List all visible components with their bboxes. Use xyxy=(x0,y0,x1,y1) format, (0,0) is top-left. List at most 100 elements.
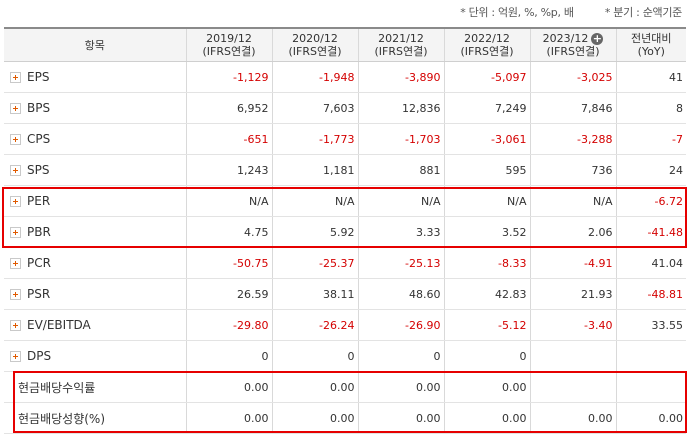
table-row: DPS 0 0 0 0 xyxy=(4,340,686,372)
row-label-cell[interactable]: PSR xyxy=(4,278,186,310)
value-cell: 42.83 xyxy=(443,278,530,310)
row-label-cell: 현금배당수익률 xyxy=(4,371,186,403)
row-label-cell[interactable]: CPS xyxy=(4,123,186,155)
row-label: PER xyxy=(27,194,51,208)
value-cell: 0 xyxy=(443,340,530,372)
row-label-cell[interactable]: SPS xyxy=(4,154,186,186)
unit-notes: * 단위 : 억원, %, %p, 배 * 분기 : 순액기준 xyxy=(432,4,682,20)
value-cell: 3.52 xyxy=(443,216,530,248)
value-cell: -29.80 xyxy=(185,309,272,341)
value-cell: -25.13 xyxy=(357,247,444,279)
value-cell: 736 xyxy=(529,154,616,186)
yoy-cell: -41.48 xyxy=(615,216,686,248)
yoy-cell: -7 xyxy=(615,123,686,155)
period-header-2022: 2022/12 (IFRS연결) xyxy=(443,27,530,62)
table-row: PSR 26.59 38.11 48.60 42.83 21.93 -48.81 xyxy=(4,278,686,310)
value-cell: -1,129 xyxy=(185,61,272,93)
value-cell: -25.37 xyxy=(271,247,358,279)
value-cell: -3,288 xyxy=(529,123,616,155)
table-row: 현금배당성향(%) 0.00 0.00 0.00 0.00 0.00 0.00 xyxy=(4,402,686,434)
row-label: PSR xyxy=(27,287,51,301)
row-label-cell: 현금배당성향(%) xyxy=(4,402,186,434)
table-header-row: 항목 2019/12 (IFRS연결) 2020/12 (IFRS연결) 2021/… xyxy=(4,27,686,62)
yoy-header: 전년대비 (YoY) xyxy=(615,27,686,62)
row-label: PCR xyxy=(27,256,51,270)
value-cell: 0.00 xyxy=(357,371,444,403)
period-header-2019: 2019/12 (IFRS연결) xyxy=(185,27,272,62)
expand-plus-icon[interactable] xyxy=(10,226,21,238)
value-cell: 6,952 xyxy=(185,92,272,124)
expand-plus-icon[interactable] xyxy=(10,195,21,207)
value-cell: -3,890 xyxy=(357,61,444,93)
plus-circle-icon[interactable]: + xyxy=(591,32,604,45)
expand-plus-icon[interactable] xyxy=(10,288,21,300)
value-cell: 0.00 xyxy=(185,402,272,434)
value-cell: 0.00 xyxy=(271,402,358,434)
yoy-cell: -6.72 xyxy=(615,185,686,217)
row-label: 현금배당수익률 xyxy=(18,380,96,395)
value-cell: 7,249 xyxy=(443,92,530,124)
value-cell: 0.00 xyxy=(271,371,358,403)
row-label-cell[interactable]: DPS xyxy=(4,340,186,372)
value-cell: -26.90 xyxy=(357,309,444,341)
yoy-cell xyxy=(615,340,686,372)
value-cell: 21.93 xyxy=(529,278,616,310)
row-label-cell[interactable]: PBR xyxy=(4,216,186,248)
table-row: SPS 1,243 1,181 881 595 736 24 xyxy=(4,154,686,186)
quarter-note: * 분기 : 순액기준 xyxy=(604,6,682,19)
value-cell: -4.91 xyxy=(529,247,616,279)
row-label-cell[interactable]: BPS xyxy=(4,92,186,124)
value-cell: -651 xyxy=(185,123,272,155)
period-header-2023: 2023/12 + (IFRS연결) xyxy=(529,27,616,62)
value-cell: N/A xyxy=(271,185,358,217)
yoy-cell: 41.04 xyxy=(615,247,686,279)
value-cell: N/A xyxy=(185,185,272,217)
value-cell: 0.00 xyxy=(185,371,272,403)
value-cell: 48.60 xyxy=(357,278,444,310)
value-cell: -3.40 xyxy=(529,309,616,341)
value-cell: 2.06 xyxy=(529,216,616,248)
expand-plus-icon[interactable] xyxy=(10,319,21,331)
value-cell xyxy=(529,340,616,372)
expand-plus-icon[interactable] xyxy=(10,350,21,362)
yoy-cell: 0.00 xyxy=(615,402,686,434)
row-label: CPS xyxy=(27,132,51,146)
table-row: EV/EBITDA -29.80 -26.24 -26.90 -5.12 -3.40 33.… xyxy=(4,309,686,341)
value-cell: 0.00 xyxy=(443,402,530,434)
row-label-cell[interactable]: PCR xyxy=(4,247,186,279)
value-cell: 1,243 xyxy=(185,154,272,186)
row-label: SPS xyxy=(27,163,50,177)
row-label: EPS xyxy=(27,70,50,84)
value-cell: 0 xyxy=(357,340,444,372)
value-cell: 0.00 xyxy=(529,402,616,434)
value-cell: -1,703 xyxy=(357,123,444,155)
yoy-cell: -48.81 xyxy=(615,278,686,310)
expand-plus-icon[interactable] xyxy=(10,133,21,145)
value-cell: -1,773 xyxy=(271,123,358,155)
period-header-2021: 2021/12 (IFRS연결) xyxy=(357,27,444,62)
value-cell: -26.24 xyxy=(271,309,358,341)
row-label-cell[interactable]: EV/EBITDA xyxy=(4,309,186,341)
expand-plus-icon[interactable] xyxy=(10,102,21,114)
row-label: 현금배당성향(%) xyxy=(18,411,106,426)
value-cell: 1,181 xyxy=(271,154,358,186)
value-cell: 0.00 xyxy=(357,402,444,434)
yoy-cell: 8 xyxy=(615,92,686,124)
row-label-cell[interactable]: PER xyxy=(4,185,186,217)
table-row: PBR 4.75 5.92 3.33 3.52 2.06 -41.48 xyxy=(4,216,686,248)
value-cell: -8.33 xyxy=(443,247,530,279)
row-label-cell[interactable]: EPS xyxy=(4,61,186,93)
item-column-header: 항목 xyxy=(4,27,186,62)
value-cell: -50.75 xyxy=(185,247,272,279)
yoy-cell: 41 xyxy=(615,61,686,93)
table-row: 현금배당수익률 0.00 0.00 0.00 0.00 xyxy=(4,371,686,403)
yoy-cell xyxy=(615,371,686,403)
row-label: BPS xyxy=(27,101,51,115)
expand-plus-icon[interactable] xyxy=(10,164,21,176)
expand-plus-icon[interactable] xyxy=(10,257,21,269)
value-cell: -3,025 xyxy=(529,61,616,93)
period-header-2020: 2020/12 (IFRS연결) xyxy=(271,27,358,62)
value-cell: 3.33 xyxy=(357,216,444,248)
expand-plus-icon[interactable] xyxy=(10,71,21,83)
unit-note: * 단위 : 억원, %, %p, 배 xyxy=(460,6,574,19)
